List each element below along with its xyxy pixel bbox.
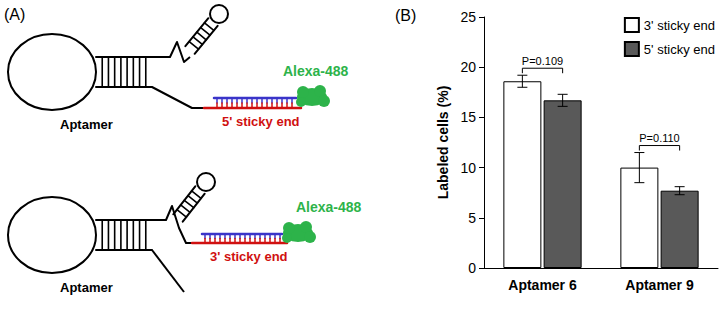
- svg-text:0: 0: [468, 260, 476, 276]
- svg-text:3' sticky end: 3' sticky end: [644, 18, 715, 33]
- svg-text:(B): (B): [395, 7, 416, 24]
- svg-text:P=0.110: P=0.110: [639, 132, 679, 144]
- svg-text:5: 5: [468, 210, 476, 226]
- svg-text:Aptamer 9: Aptamer 9: [625, 277, 694, 293]
- svg-text:Alexa-488: Alexa-488: [283, 63, 349, 79]
- svg-text:Aptamer: Aptamer: [60, 117, 113, 132]
- svg-text:5' sticky end: 5' sticky end: [222, 114, 300, 129]
- svg-text:Labeled cells (%): Labeled cells (%): [435, 86, 451, 200]
- svg-text:3' sticky end: 3' sticky end: [210, 249, 288, 264]
- svg-text:(A): (A): [4, 6, 25, 23]
- svg-text:15: 15: [460, 109, 476, 125]
- svg-text:25: 25: [460, 9, 476, 25]
- svg-text:Aptamer: Aptamer: [60, 280, 113, 295]
- svg-text:5' sticky end: 5' sticky end: [644, 42, 715, 57]
- svg-text:P=0.109: P=0.109: [522, 55, 563, 67]
- svg-text:10: 10: [460, 160, 476, 176]
- svg-text:Aptamer 6: Aptamer 6: [508, 277, 577, 293]
- svg-text:20: 20: [460, 59, 476, 75]
- svg-text:Alexa-488: Alexa-488: [296, 199, 362, 215]
